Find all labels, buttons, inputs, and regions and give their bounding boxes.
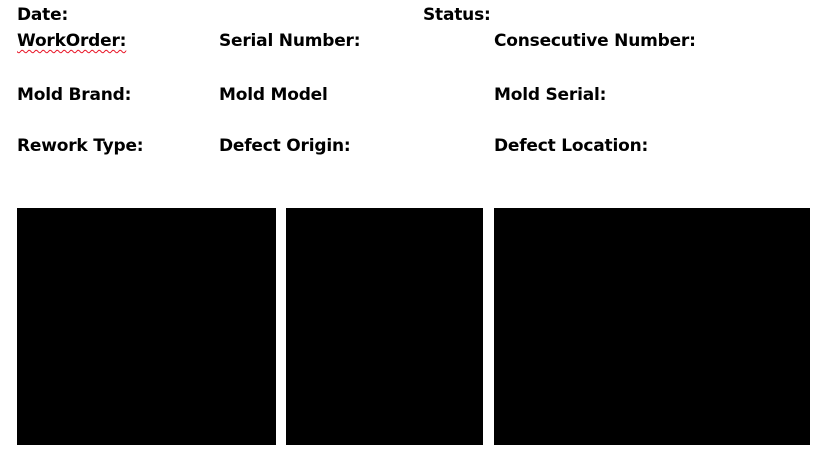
mold-brand-label: Mold Brand: [17,85,132,105]
mold-serial-label: Mold Serial: [494,85,607,105]
defect-origin-label: Defect Origin: [219,136,351,156]
defect-image-right [494,208,810,445]
date-label: Date: [17,5,69,25]
mold-model-label: Mold Model [219,85,328,105]
work-order-label: WorkOrder: [17,31,127,51]
defect-image-left [17,208,276,445]
defect-location-label: Defect Location: [494,136,649,156]
rework-type-label: Rework Type: [17,136,144,156]
serial-number-label: Serial Number: [219,31,361,51]
status-label: Status: [423,5,491,25]
consecutive-number-label: Consecutive Number: [494,31,696,51]
defect-image-middle [286,208,483,445]
